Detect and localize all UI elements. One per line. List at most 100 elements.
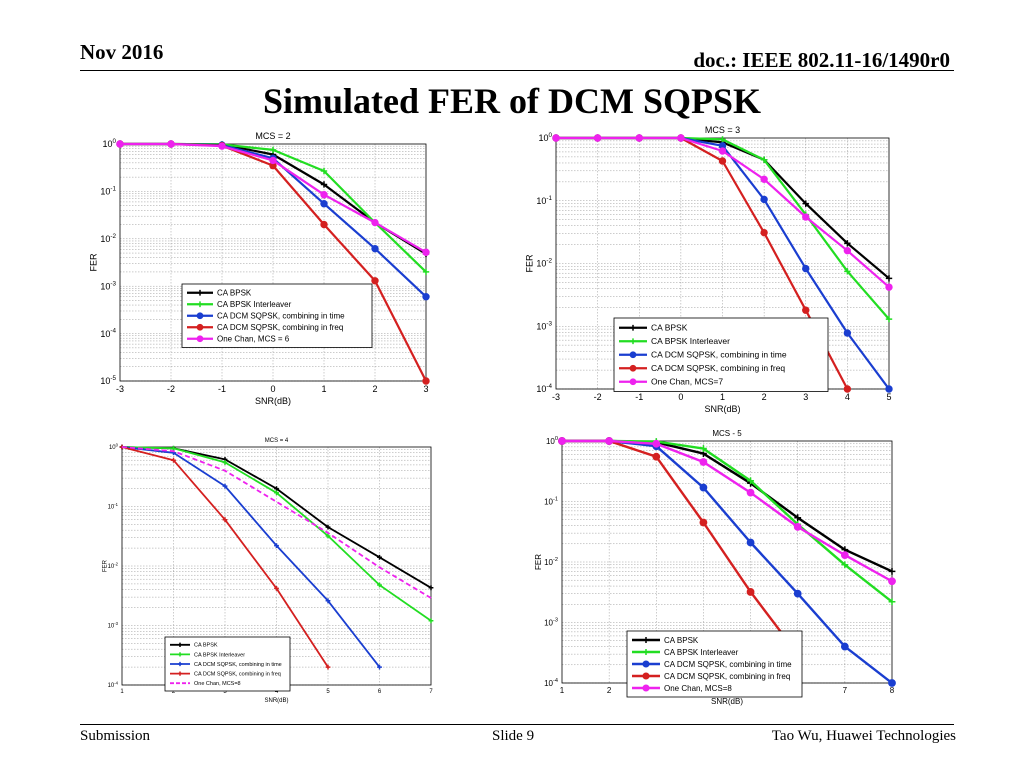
header-rule — [80, 70, 954, 71]
data-point — [177, 661, 183, 667]
x-axis-label: SNR(dB) — [704, 404, 740, 414]
legend-label: CA DCM SQPSK, combining in freq — [194, 672, 281, 678]
data-point — [652, 452, 661, 461]
y-tick-label: 10-3 — [100, 280, 116, 291]
data-point — [320, 167, 328, 175]
data-point — [719, 136, 726, 143]
y-tick-label: 10-2 — [544, 557, 558, 567]
y-tick-exponent: -1 — [546, 195, 552, 202]
data-point — [177, 642, 183, 647]
legend-label: One Chan, MCS=8 — [664, 684, 732, 693]
header-date: Nov 2016 — [80, 40, 164, 64]
data-point — [320, 200, 328, 208]
data-point — [269, 146, 277, 154]
data-point — [746, 488, 755, 497]
legend-label: CA BPSK — [194, 643, 218, 649]
y-tick-label: 10-4 — [536, 383, 552, 394]
data-point — [746, 588, 755, 596]
x-tick-label: 6 — [378, 689, 382, 695]
data-point — [802, 264, 810, 273]
series-line — [562, 439, 893, 583]
data-point — [885, 283, 893, 291]
data-point — [274, 490, 279, 496]
data-point — [843, 246, 852, 255]
data-point — [196, 335, 204, 343]
legend-label: CA BPSK — [217, 289, 252, 298]
x-tick-label: 7 — [429, 689, 433, 695]
data-point — [320, 220, 328, 229]
y-tick-exponent: -3 — [546, 320, 552, 327]
data-point — [699, 483, 708, 492]
footer-author: Tao Wu, Huawei Technologies — [771, 728, 956, 744]
data-point — [325, 664, 331, 670]
legend-box — [181, 283, 373, 348]
data-point — [718, 157, 727, 165]
data-point — [222, 460, 228, 465]
x-tick-label: 1 — [720, 392, 725, 402]
y-tick-exponent: 0 — [116, 442, 119, 447]
y-tick-exponent: -2 — [553, 557, 558, 563]
data-point — [177, 671, 183, 676]
data-point — [677, 134, 685, 142]
x-tick-label: 5 — [886, 392, 891, 402]
chart-mcs-2: -3 -2 -1 0 1 2 3 100 10-1 10-2 10-3 10-4 10-5 MCS = 2… — [89, 131, 430, 406]
data-point — [629, 378, 637, 386]
x-axis-label: SNR(dB) — [711, 697, 743, 706]
data-point — [642, 660, 650, 668]
y-tick-label: 10-4 — [544, 678, 558, 688]
y-axis-label: FER — [534, 554, 543, 570]
chart-mcs-4: 1 2 3 4 5 6 7 100 10-1 10-2 10-3 10-4 MCS = 4 SNR(dB)… — [102, 438, 434, 704]
data-point — [630, 324, 636, 331]
legend-label: One Chan, MCS=7 — [651, 377, 723, 387]
legend: CA BPSK CA BPSK Interleaver CA DCM SQPSK, … — [613, 317, 829, 392]
legend: CA BPSK CA BPSK Interleaver CA DCM SQPSK, … — [181, 283, 373, 348]
y-tick-label: 10-4 — [108, 680, 119, 689]
y-tick-label: 100 — [102, 138, 116, 149]
data-point — [642, 648, 650, 656]
data-point — [629, 351, 637, 359]
y-tick-label: 10-3 — [536, 320, 552, 331]
data-point — [629, 364, 637, 372]
y-tick-label: 100 — [546, 436, 558, 446]
y-tick-exponent: -1 — [553, 497, 558, 503]
legend-label: CA DCM SQPSK, combining in freq — [217, 323, 343, 332]
legend-label: CA BPSK Interleaver — [194, 652, 245, 658]
x-axis-label: SNR(dB) — [264, 698, 288, 704]
series-3 — [119, 444, 331, 670]
x-tick-label: -1 — [635, 392, 643, 402]
data-point — [320, 181, 328, 188]
y-tick-exponent: -1 — [114, 502, 118, 507]
legend-label: CA BPSK — [664, 636, 699, 645]
x-tick-label: 2 — [172, 689, 176, 695]
data-point — [718, 147, 727, 155]
x-tick-label: 3 — [223, 689, 227, 695]
data-point — [222, 517, 228, 523]
data-point — [802, 213, 810, 221]
y-axis-label: FER — [89, 253, 99, 272]
data-point — [377, 554, 382, 560]
data-point — [760, 175, 768, 183]
data-point — [552, 134, 560, 142]
x-tick-label: 4 — [275, 689, 279, 695]
legend-label: CA DCM SQPSK, combining in time — [217, 312, 345, 321]
data-point — [635, 134, 643, 142]
data-point — [371, 277, 379, 285]
series-line — [121, 446, 381, 668]
data-point — [888, 577, 896, 586]
data-point — [422, 293, 430, 301]
legend-label: One Chan, MCS=8 — [194, 681, 241, 687]
data-point — [428, 585, 434, 591]
data-point — [793, 589, 802, 598]
chart-title: MCS - 5 — [712, 429, 742, 438]
series-4 — [552, 134, 893, 291]
y-tick-exponent: -5 — [110, 375, 116, 382]
data-point — [428, 618, 434, 624]
x-tick-label: 3 — [423, 384, 428, 394]
y-axis-label: FER — [525, 254, 535, 273]
x-tick-label: 4 — [845, 392, 850, 402]
y-tick-label: 10-1 — [544, 497, 558, 507]
data-point — [171, 445, 176, 451]
y-tick-label: 10-1 — [100, 186, 116, 197]
data-point — [593, 134, 602, 142]
data-point — [885, 385, 893, 393]
